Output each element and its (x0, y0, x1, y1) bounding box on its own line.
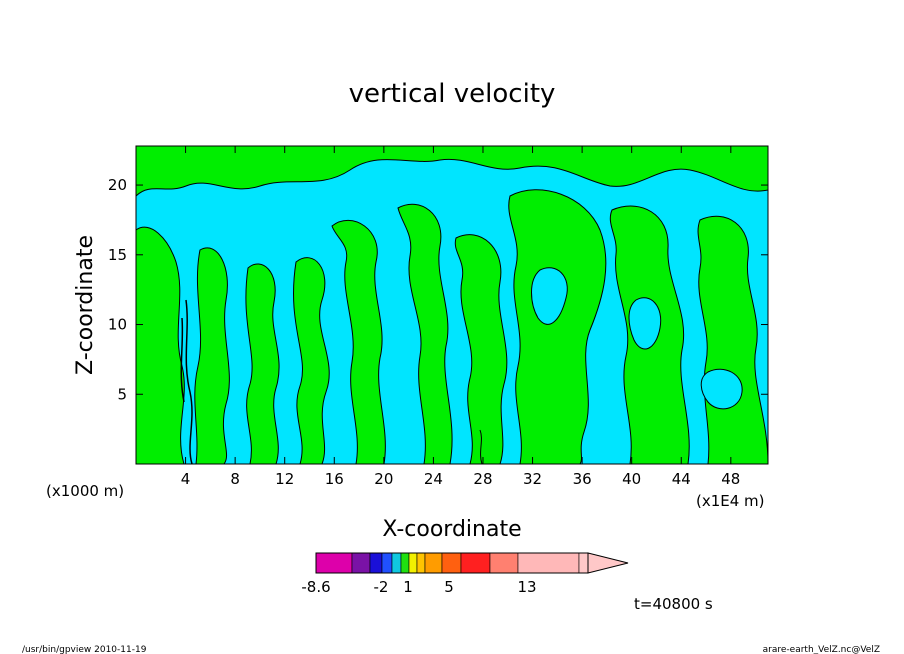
colorbar-cell (416, 552, 426, 574)
x-tick-label: 20 (374, 470, 393, 488)
colorbar-label: 5 (444, 578, 454, 596)
colorbar-cell (369, 552, 383, 574)
colorbar-cell (391, 552, 402, 574)
time-label: t=40800 s (634, 595, 713, 613)
x-tick-label: 4 (181, 470, 191, 488)
y-tick-label: 10 (108, 316, 127, 334)
colorbar-cell (460, 552, 491, 574)
x-tick-label: 24 (424, 470, 443, 488)
footer-right: arare-earth_VelZ.nc@VelZ (763, 645, 880, 654)
colorbar-cell (381, 552, 393, 574)
contour-region (700, 368, 743, 410)
x-tick-label: 16 (325, 470, 344, 488)
x-tick-label: 36 (573, 470, 592, 488)
colorbar-cell (424, 552, 443, 574)
contour-region (194, 247, 230, 464)
plot-frame (135, 145, 769, 465)
contour-region (136, 226, 185, 464)
contour-region (508, 189, 607, 464)
x-axis-title: X-coordinate (382, 517, 521, 542)
plot-area (135, 145, 769, 465)
colorbar-label: -8.6 (301, 578, 330, 596)
colorbar-cell (351, 552, 371, 574)
y-tick-label: 5 (117, 385, 127, 403)
contour-line (180, 317, 185, 403)
colorbar-label: 1 (403, 578, 413, 596)
x-tick-label: 32 (523, 470, 542, 488)
colorbar-cell (441, 552, 462, 574)
colorbar-cell (489, 552, 519, 574)
y-tick-label: 20 (108, 176, 127, 194)
contour-region (293, 257, 330, 464)
contour-region (136, 146, 768, 197)
y-axis: 5 10 15 20 Z-coordinate (73, 176, 768, 403)
colorbar: -8.6 -2 1 5 13 (301, 552, 629, 596)
contour-regions (136, 146, 768, 464)
x-tick-label: 28 (473, 470, 492, 488)
footer-left: /usr/bin/gpview 2010-11-19 (22, 645, 147, 654)
colorbar-cell (517, 552, 580, 574)
contour-region (531, 267, 568, 325)
colorbar-cell (315, 552, 353, 574)
x-tick-label: 12 (275, 470, 294, 488)
contour-line (479, 429, 483, 464)
x-tick-label: 48 (721, 470, 740, 488)
x-tick-label: 40 (622, 470, 641, 488)
colorbar-cell (400, 552, 410, 574)
x-tick-label: 8 (230, 470, 240, 488)
colorbar-label: 13 (517, 578, 536, 596)
contour-region (245, 263, 280, 464)
colorbar-frame (315, 552, 589, 574)
y-axis-title: Z-coordinate (73, 235, 98, 375)
contour-region (628, 297, 662, 350)
x-axis: 4 8 12 16 20 24 28 32 36 40 44 48 (x1000… (46, 146, 765, 542)
colorbar-cell (578, 552, 589, 574)
contour-line (185, 299, 193, 464)
colorbar-cell (408, 552, 418, 574)
x-units-right: (x1E4 m) (696, 492, 765, 510)
colorbar-label: -2 (374, 578, 389, 596)
chart-title: vertical velocity (349, 79, 556, 109)
x-tick-label: 44 (672, 470, 691, 488)
colorbar-arrow (587, 552, 629, 574)
x-units-left: (x1000 m) (46, 482, 124, 500)
y-tick-label: 15 (108, 246, 127, 264)
